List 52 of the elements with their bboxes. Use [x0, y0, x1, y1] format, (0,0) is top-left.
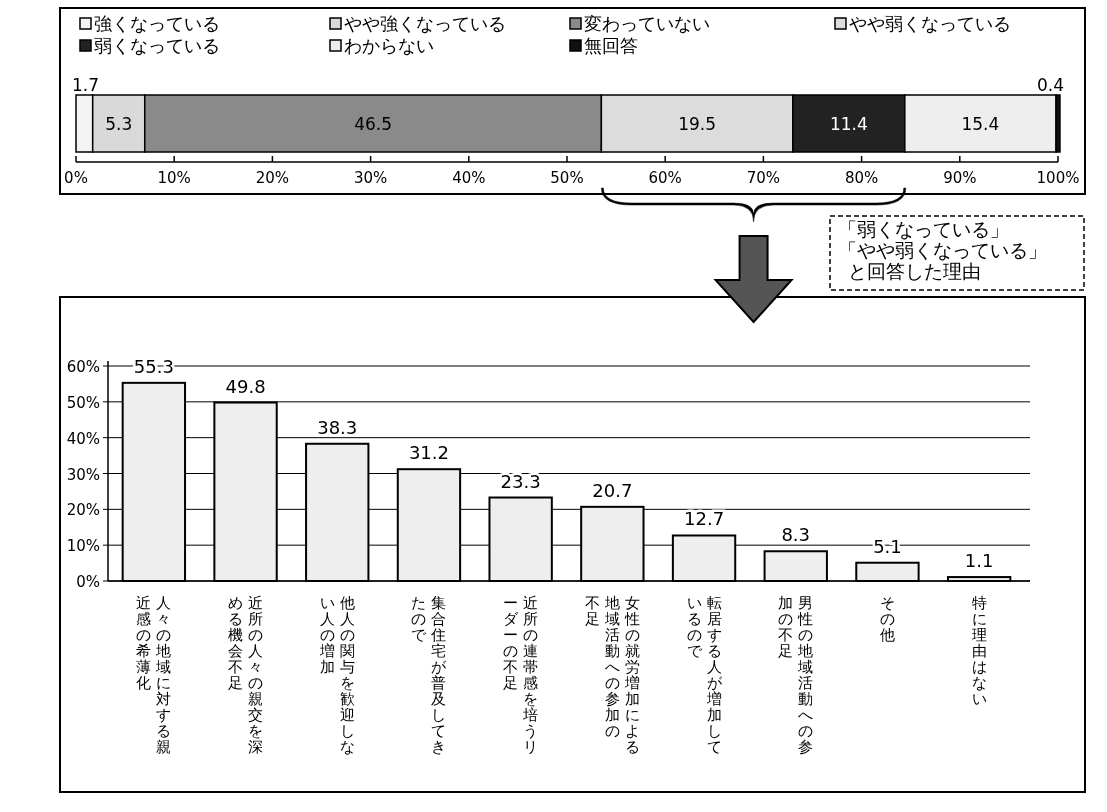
category-label: 女性の就労増加による地域活動への参加の不足 — [584, 595, 640, 755]
legend-item: 強くなっている — [79, 13, 220, 34]
data-label: 8.3 — [781, 524, 811, 546]
data-label: 46.5 — [354, 113, 392, 134]
data-label: 11.4 — [829, 113, 868, 134]
category-label: 近所の人々の親交を深める機会不足 — [228, 595, 264, 755]
data-label: 0.4 — [1036, 75, 1064, 95]
data-label: 20.7 — [592, 479, 633, 501]
x-tick-label: 90% — [943, 169, 977, 187]
category-label: 特に理由はない — [971, 595, 987, 710]
x-tick-label: 100% — [1036, 169, 1080, 187]
x-tick-label: 20% — [255, 169, 290, 187]
legend-item: 無回答 — [569, 35, 638, 56]
legend-label: 無回答 — [584, 35, 638, 56]
legend-item: わからない — [329, 35, 434, 56]
legend-item: 変わっていない — [569, 13, 710, 34]
y-tick-label: 30% — [66, 465, 100, 484]
x-tick-label: 50% — [550, 169, 584, 187]
data-label: 31.2 — [408, 442, 449, 464]
x-tick-label: 30% — [353, 169, 388, 187]
y-tick-label: 10% — [66, 537, 100, 556]
data-label: 5.3 — [105, 113, 133, 134]
x-tick-label: 40% — [452, 169, 486, 187]
data-label: 19.5 — [678, 113, 717, 134]
data-label: 55.3 — [133, 355, 174, 377]
category-label: 近所の連帯感を培うリーダーの不足 — [503, 595, 539, 755]
y-tick-label: 20% — [66, 501, 100, 520]
y-tick-label: 50% — [66, 393, 100, 412]
data-label: 15.4 — [961, 113, 1000, 134]
annotation: 「弱くなっている」「やや弱くなっている」と回答した理由 — [829, 215, 1085, 291]
data-label: 49.8 — [225, 375, 266, 397]
x-tick-label: 10% — [157, 169, 191, 187]
category-label: 集合住宅が普及してきたので — [411, 595, 447, 755]
legend-item: やや強くなっている — [329, 13, 506, 34]
data-label: 38.3 — [317, 416, 358, 438]
legend-item: やや弱くなっている — [834, 13, 1011, 34]
category-label: 男性の地域活動への参加の不足 — [778, 595, 814, 755]
y-tick-label: 40% — [66, 429, 100, 448]
x-tick-label: 60% — [648, 169, 682, 187]
data-label: 1.7 — [72, 75, 100, 95]
y-tick-label: 60% — [66, 358, 100, 376]
data-label: 12.7 — [684, 508, 725, 530]
data-label: 1.1 — [964, 550, 994, 572]
category-label: 人々の地域に対する親近感の希薄化 — [136, 595, 172, 755]
x-tick-label: 70% — [746, 169, 781, 187]
y-tick-label: 0% — [76, 573, 100, 591]
category-label: その他 — [879, 595, 895, 646]
legend-item: 弱くなっている — [79, 35, 220, 56]
data-label: 23.3 — [500, 470, 541, 492]
category-label: 転居する人が増加しているので — [686, 595, 722, 755]
x-tick-label: 80% — [844, 169, 879, 187]
category-label: 他人の関与を歓迎しない人の増加 — [319, 595, 355, 755]
